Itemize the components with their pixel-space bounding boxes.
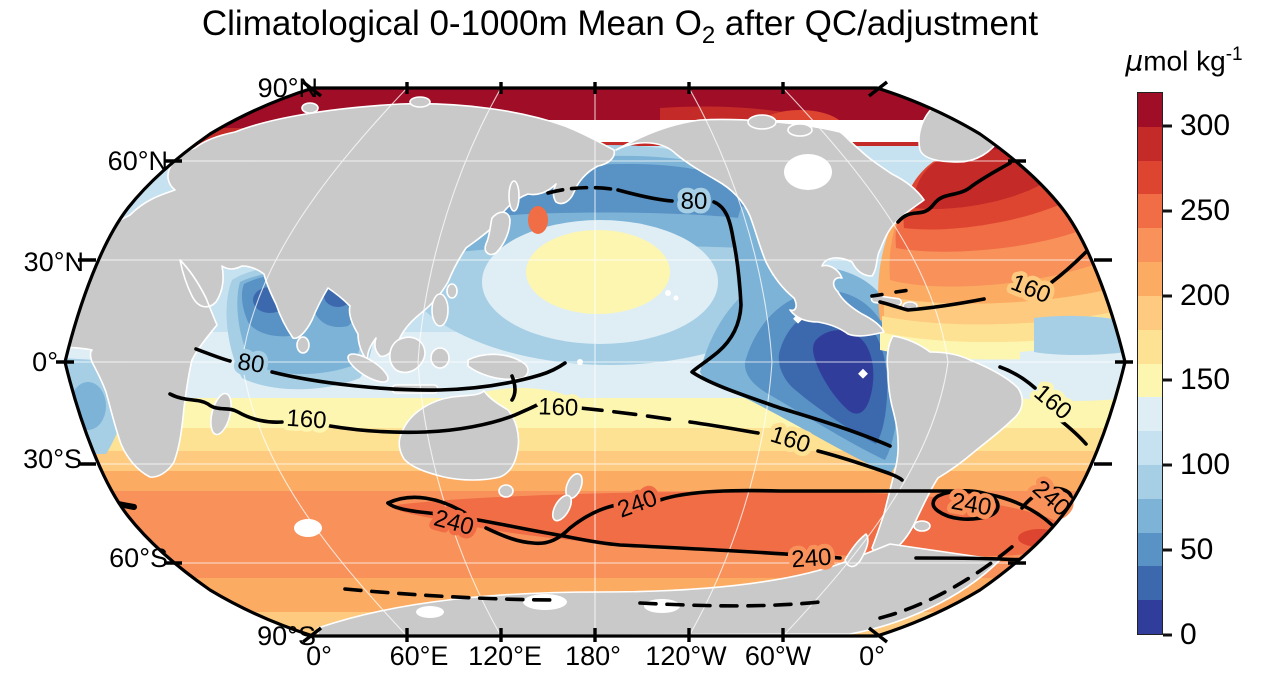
- title-text: Climatological 0-1000m Mean O: [201, 4, 702, 43]
- colorbar-segment: [1138, 363, 1162, 398]
- lat-label: 90°N: [258, 73, 318, 103]
- contour-label: 240: [791, 544, 833, 574]
- island-tasmania: [498, 484, 514, 498]
- title-text-2: after QC/adjustment: [715, 4, 1039, 43]
- figure-title: Climatological 0-1000m Mean O2 after QC/…: [0, 4, 1240, 50]
- colorbar-segment: [1138, 262, 1162, 296]
- landmass-australia: [398, 390, 520, 481]
- contour-label: 80: [681, 188, 708, 215]
- arctic-island-4: [409, 96, 431, 108]
- hudson-bay: [784, 154, 832, 190]
- lon-label: 60°E: [390, 641, 449, 671]
- lat-label: 60°S: [109, 543, 168, 573]
- land-layer: [65, 95, 1024, 636]
- landmass-north-america: [615, 118, 925, 337]
- contour-label: 160: [538, 393, 579, 421]
- arctic-island-2: [787, 123, 813, 137]
- island-sri-lanka: [296, 336, 310, 354]
- axis-ticks: [56, 80, 1133, 644]
- lat-label: 30°N: [24, 247, 84, 277]
- colorbar-unit-label: μmol kg-1: [1100, 44, 1268, 77]
- island-philippines: [431, 293, 449, 327]
- island-britain: [87, 206, 108, 226]
- mu-symbol: μ: [1125, 44, 1144, 78]
- island-new-zealand-south: [551, 494, 573, 522]
- unit-exponent: -1: [1225, 44, 1243, 65]
- graticule: [65, 88, 1125, 636]
- colorbar-segment: [1138, 566, 1162, 601]
- colorbar-segment: [1138, 126, 1162, 161]
- lat-label: 0°: [32, 347, 58, 377]
- island-taiwan: [446, 283, 458, 299]
- colorbar-segment: [1138, 431, 1162, 465]
- island-falklands: [913, 520, 931, 532]
- lat-axis-labels: 90°N 60°N 30°N 0° 30°S 60°S 90°S: [23, 73, 318, 651]
- lon-label: 180°: [565, 641, 621, 671]
- lon-label: 120°W: [645, 641, 727, 671]
- arctic-island-1: [747, 114, 777, 130]
- lon-label: 120°E: [468, 641, 542, 671]
- contour-lines: [115, 161, 1088, 620]
- lon-label: 0°: [859, 641, 885, 671]
- colorbar-segment: [1138, 498, 1162, 533]
- contour-label: 160: [286, 405, 328, 435]
- colorbar-segment: [1138, 295, 1162, 330]
- colorbar-segment: [1138, 532, 1162, 567]
- lon-axis-labels: 0° 60°E 120°E 180° 120°W 60°W 0°: [306, 641, 885, 671]
- lon-label: 0°: [306, 641, 332, 671]
- island-borneo: [389, 336, 426, 374]
- colorbar-segment: [1138, 329, 1162, 364]
- contour-label: 80: [236, 348, 266, 378]
- landmass-afro-eurasia: [65, 102, 616, 478]
- colorbar-segment: [1138, 194, 1162, 229]
- colorbar-segment: [1138, 600, 1162, 634]
- island-japan: [484, 211, 511, 256]
- island-sakhalin: [508, 180, 520, 212]
- colorbar-segment: [1138, 228, 1162, 263]
- lat-label: 60°N: [108, 146, 168, 176]
- ice-shelves: [294, 290, 680, 618]
- island-madagascar: [210, 392, 232, 436]
- colorbar-segment: [1138, 160, 1162, 195]
- island-new-guinea: [467, 353, 529, 381]
- colorbar-segment: [1138, 464, 1162, 499]
- island-sumatra: [347, 353, 389, 383]
- landmass-south-america: [871, 335, 1024, 556]
- unit-text: mol kg: [1143, 45, 1226, 77]
- colorbar-segment: [1138, 93, 1162, 127]
- colorbar: [1137, 92, 1163, 635]
- arctic-island-3: [301, 102, 319, 114]
- title-subscript: 2: [701, 22, 716, 49]
- island-sulawesi: [430, 347, 450, 369]
- lon-label: 60°W: [745, 641, 812, 671]
- lat-label: 30°S: [23, 444, 82, 474]
- colorbar-segment: [1138, 397, 1162, 432]
- lat-label: 90°S: [257, 621, 316, 651]
